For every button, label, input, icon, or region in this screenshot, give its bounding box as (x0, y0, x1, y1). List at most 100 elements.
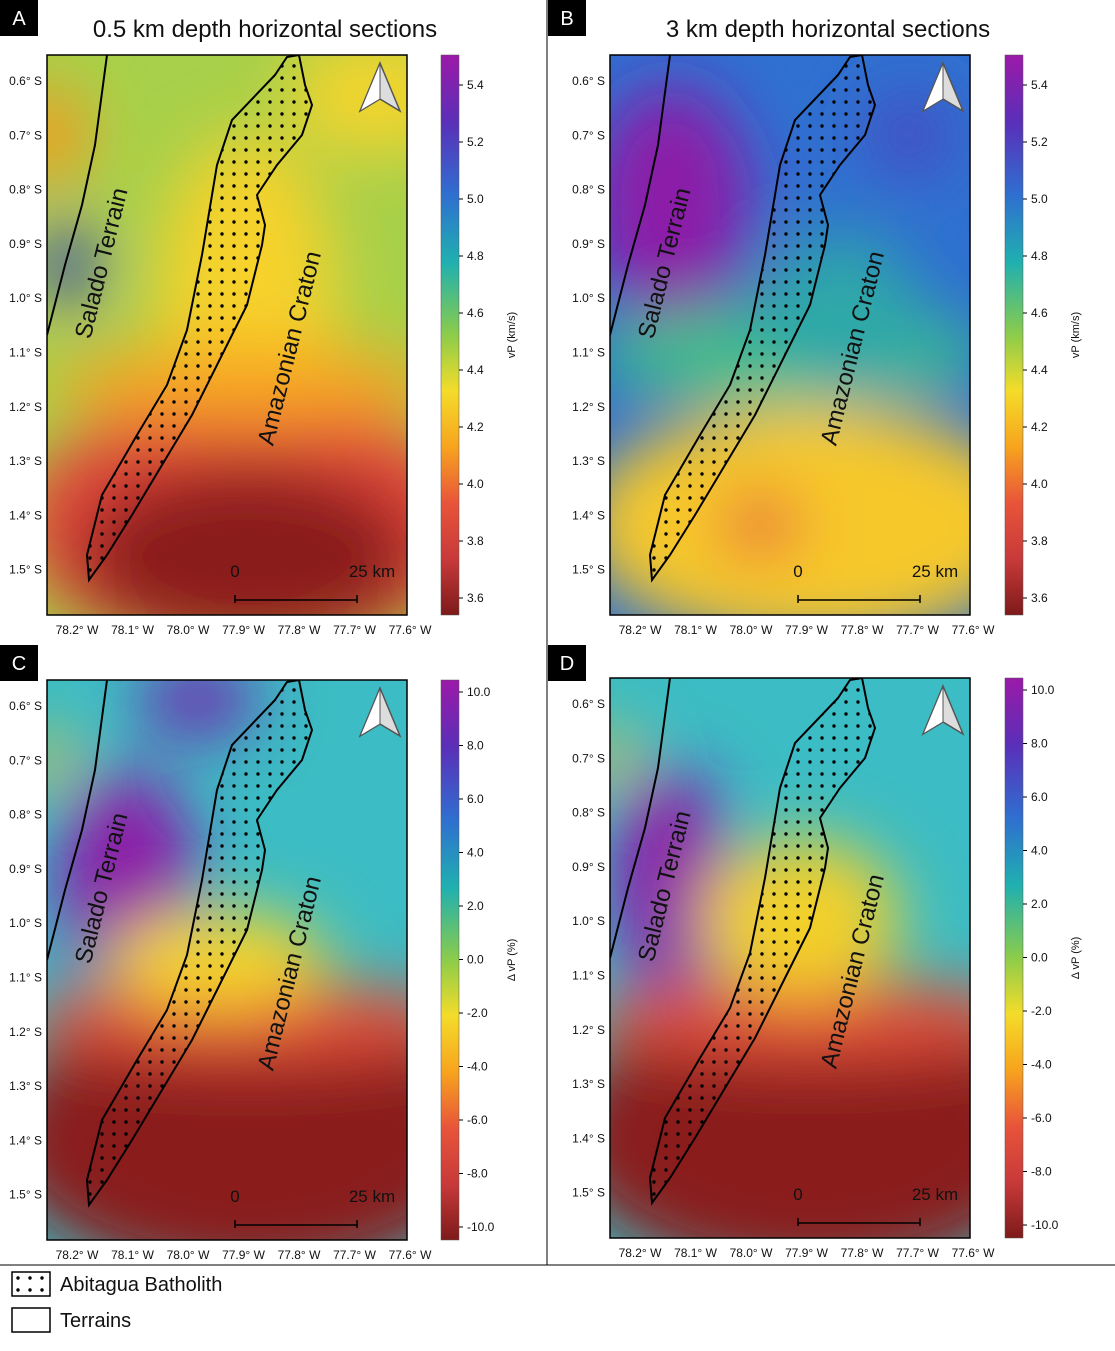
panel-label-box (548, 0, 586, 36)
velocity-anomaly (610, 85, 750, 325)
latitude-label: 1.3° S (9, 454, 42, 468)
latitude-label: 1.0° S (9, 291, 42, 305)
latitude-label: 0.9° S (9, 237, 42, 251)
panel-label-box (0, 0, 38, 36)
legend-label: Abitagua Batholith (60, 1274, 222, 1296)
velocity-anomaly (610, 405, 970, 615)
latitude-label: 1.5° S (572, 1186, 605, 1200)
north-arrow-shade (358, 62, 381, 113)
longitude-label: 77.6° W (952, 623, 995, 637)
latitude-label: 0.7° S (572, 751, 605, 765)
velocity-anomaly (870, 95, 950, 175)
longitude-label: 77.8° W (841, 1246, 884, 1260)
terrain-boundary (47, 55, 108, 336)
colorbar-tick-label: 8.0 (1031, 737, 1048, 751)
colorbar-tick-label: 8.0 (467, 739, 484, 753)
scale-label: 0 (230, 1187, 239, 1206)
terrain-boundary (610, 678, 671, 959)
scale-label: 25 km (912, 562, 958, 581)
map (610, 678, 970, 1238)
colorbar-label: Δ vP (%) (506, 939, 518, 982)
north-arrow-shade (921, 685, 944, 736)
latitude-label: 0.8° S (9, 808, 42, 822)
velocity-anomaly (720, 495, 800, 555)
latitude-label: 1.4° S (572, 1131, 605, 1145)
colorbar-tick-label: 4.6 (467, 306, 484, 320)
colorbar-tick-label: 3.8 (467, 534, 484, 548)
latitude-label: 1.4° S (9, 1133, 42, 1147)
colorbar (440, 679, 460, 1241)
latitude-label: 1.3° S (572, 454, 605, 468)
panel: A 0.5 km depth horizontal sections 0.6° S 0… (0, 0, 518, 637)
longitude-label: 78.2° W (56, 1248, 99, 1262)
latitude-label: 0.6° S (9, 74, 42, 88)
colorbar-tick-label: 10.0 (467, 685, 491, 699)
latitude-label: 0.8° S (572, 806, 605, 820)
colorbar-tick-label: -8.0 (1031, 1165, 1052, 1179)
colorbar-tick-label: 3.6 (1031, 591, 1048, 605)
panel-title: 3 km depth horizontal sections (666, 16, 990, 43)
latitude-label: 0.9° S (9, 862, 42, 876)
latitude-label: 1.2° S (9, 400, 42, 414)
colorbar-tick-label: 4.0 (467, 477, 484, 491)
latitude-label: 1.2° S (572, 400, 605, 414)
scale-label: 25 km (912, 1185, 958, 1204)
legend-label: Terrains (60, 1310, 131, 1332)
latitude-label: 0.7° S (9, 753, 42, 767)
scale-label: 0 (793, 1185, 802, 1204)
colorbar-tick-label: 4.4 (1031, 363, 1048, 377)
latitude-label: 1.1° S (9, 971, 42, 985)
colorbar-tick-label: 4.0 (1031, 477, 1048, 491)
scale-bar (234, 595, 358, 603)
longitude-label: 77.7° W (896, 623, 939, 637)
colorbar-tick-label: 6.0 (1031, 790, 1048, 804)
batholith (85, 55, 314, 583)
longitude-label: 77.8° W (841, 623, 884, 637)
colorbar-tick-label: 4.2 (1031, 420, 1048, 434)
longitude-label: 77.8° W (278, 1248, 321, 1262)
colorbar-tick-label: 6.0 (467, 792, 484, 806)
colorbar-tick-label: 5.2 (467, 135, 484, 149)
velocity-anomaly (47, 345, 407, 425)
latitude-label: 0.8° S (9, 183, 42, 197)
velocity-anomaly (47, 980, 407, 1060)
panel-title: 0.5 km depth horizontal sections (93, 16, 437, 43)
scale-bar (797, 595, 921, 603)
colorbar-label: Δ vP (%) (1070, 937, 1082, 980)
colorbar-tick-label: 4.8 (467, 249, 484, 263)
terrain-boundary (610, 55, 671, 336)
latitude-label: 0.6° S (572, 74, 605, 88)
colorbar-tick-label: 5.0 (467, 192, 484, 206)
scale-label: 25 km (349, 562, 395, 581)
longitude-label: 77.7° W (333, 1248, 376, 1262)
longitude-label: 77.9° W (785, 1246, 828, 1260)
panel: B 3 km depth horizontal sections 0.6° S 0.7… (548, 0, 1082, 637)
colorbar (1004, 677, 1024, 1239)
latitude-label: 0.8° S (572, 183, 605, 197)
map (47, 55, 407, 615)
panel: D 0.6° S 0.7° S 0.8° S 0.9° S 1.0° S 1.1° S 1.2… (548, 645, 1082, 1260)
colorbar-tick-label: 4.0 (467, 846, 484, 860)
longitude-label: 78.1° W (111, 623, 154, 637)
velocity-anomaly (610, 978, 970, 1058)
longitude-label: 77.6° W (389, 623, 432, 637)
longitude-label: 78.2° W (56, 623, 99, 637)
panel: C 0.6° S 0.7° S 0.8° S 0.9° S 1.0° S 1.1° S 1.2… (0, 645, 518, 1262)
longitude-label: 77.9° W (222, 1248, 265, 1262)
latitude-label: 1.3° S (9, 1079, 42, 1093)
latitude-label: 1.0° S (572, 914, 605, 928)
colorbar-tick-label: -10.0 (1031, 1218, 1059, 1232)
colorbar-tick-label: 5.2 (1031, 135, 1048, 149)
colorbar-tick-label: 4.4 (467, 363, 484, 377)
latitude-label: 0.6° S (9, 699, 42, 713)
scale-label: 25 km (349, 1187, 395, 1206)
panel-label: D (560, 653, 574, 675)
longitude-label: 78.2° W (619, 623, 662, 637)
panel-label-box (0, 645, 38, 681)
latitude-label: 1.0° S (572, 291, 605, 305)
latitude-label: 1.4° S (572, 508, 605, 522)
latitude-label: 1.5° S (572, 563, 605, 577)
scale-bar (234, 1220, 358, 1228)
longitude-label: 77.9° W (785, 623, 828, 637)
